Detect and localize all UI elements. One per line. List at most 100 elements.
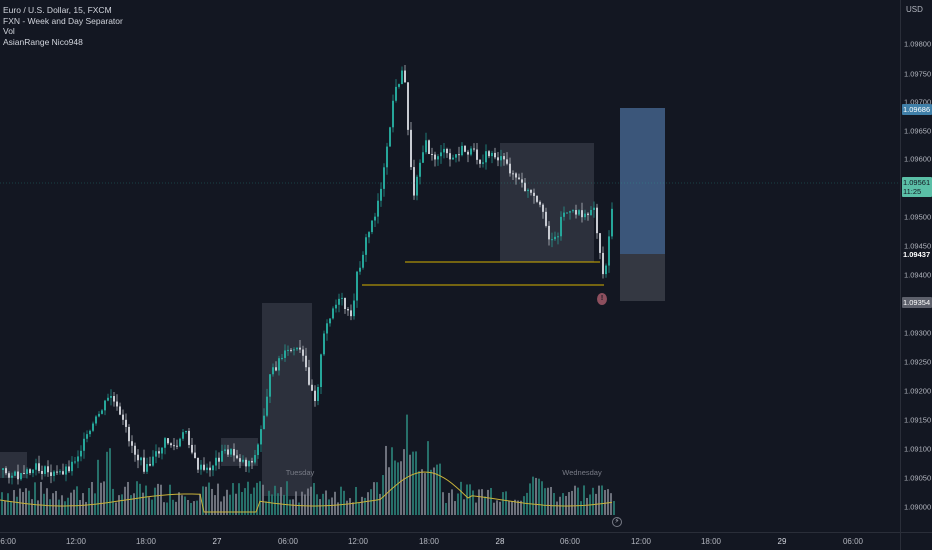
candle-body [341,297,343,299]
candle-body [548,225,550,240]
time-tick-label: 28 [495,537,505,546]
volume-bar [379,493,381,515]
candle-body [191,444,193,453]
legend-symbol[interactable]: Euro / U.S. Dollar, 15, FXCM [3,5,112,15]
candle-body [314,390,316,401]
price-tick-label: 1.09450 [904,241,932,251]
volume-bar [343,490,345,515]
volume-bar [97,459,99,515]
target-price-badge: 1.09686 [902,104,932,115]
legend-indicator-volume[interactable]: Vol [3,26,15,36]
volume-bar [226,489,228,515]
volume-bar [289,499,291,515]
volume-bar [262,484,264,515]
price-tick-label: 1.09100 [904,444,932,454]
volume-bar [109,448,111,515]
candle-body [284,350,286,358]
candle-body [467,151,469,155]
volume-bar [406,414,408,515]
candle-body [335,304,337,309]
candle-body [272,367,274,375]
lightning-icon[interactable]: ⚡ [612,517,622,527]
candle-body [491,152,493,157]
price-chart[interactable] [0,0,900,532]
volume-bar [160,484,162,515]
volume-bar [457,493,459,515]
candle-body [38,463,40,471]
candle-body [293,349,295,351]
candle-body [71,461,73,472]
volume-bar [415,451,417,515]
volume-bar [505,491,507,515]
candle-body [5,468,7,474]
candle-body [92,423,94,431]
volume-bar [523,496,525,515]
legend-indicator-asian-range[interactable]: AsianRange Nico948 [3,36,83,47]
candle-body [431,153,433,155]
economic-event-marker[interactable]: ! [597,293,607,305]
candle-body [455,154,457,158]
volume-bar [301,491,303,515]
volume-bar [463,499,465,515]
volume-bar [364,497,366,515]
low-price-badge: 1.09354 [902,297,932,308]
time-tick-label: 06:00 [842,537,864,546]
volume-bar [547,487,549,515]
volume-bar [103,481,105,515]
volume-bar [430,469,432,515]
candle-body [542,204,544,212]
volume-bar [4,500,6,515]
time-axis[interactable]: 06:00 12:00 18:00 27 06:00 12:00 18:00 28 06:00 1… [0,532,900,550]
candle-body [251,460,253,463]
price-tick-label: 1.09150 [904,415,932,425]
candle-body [155,451,157,457]
volume-bar [286,481,288,515]
volume-bar [436,464,438,515]
candle-body [281,357,283,359]
candle-body [365,237,367,255]
candle-body [389,127,391,147]
candle-body [575,210,577,215]
candle-body [371,220,373,233]
volume-bar [391,447,393,515]
price-axis[interactable]: USD 1.09800 1.09750 1.09700 1.09650 1.09600 1… [900,0,932,532]
candle-body [515,173,517,178]
candle-body [458,154,460,156]
current-price-badge: 1.09561 11:25 [902,177,932,197]
candle-body [563,212,565,217]
time-tick-label: 29 [777,537,787,546]
candle-body [404,70,406,83]
volume-bar [484,496,486,515]
volume-bar [247,481,249,515]
candle-body [17,471,19,480]
candle-body [530,189,532,193]
candle-body [11,475,13,478]
candle-body [503,156,505,160]
candle-body [587,213,589,216]
candle-body [62,471,64,475]
candle-body [185,430,187,433]
volume-bar [367,492,369,515]
candle-body [362,254,364,268]
legend-indicator-separator[interactable]: FXN - Week and Day Separator [3,15,123,26]
volume-bar [256,482,258,515]
candle-body [320,354,322,388]
volume-bar [295,491,297,515]
volume-bar [79,500,81,515]
volume-bar [520,500,522,515]
volume-bar [442,492,444,515]
candle-body [14,471,16,476]
volume-bar [511,501,513,515]
candle-body [446,148,448,154]
volume-bar [28,490,30,515]
volume-bar [481,489,483,515]
currency-label[interactable]: USD [906,5,923,14]
chart-pane[interactable]: Euro / U.S. Dollar, 15, FXCM FXN - Week … [0,0,900,532]
candle-body [368,232,370,238]
volume-bar [553,493,555,515]
candle-body [41,470,43,474]
volume-bar [85,501,87,515]
volume-bar [250,493,252,515]
price-tick-label: 1.09000 [904,502,932,512]
candle-body [188,430,190,445]
